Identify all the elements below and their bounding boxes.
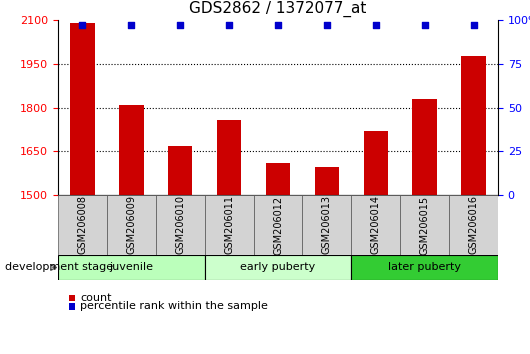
Point xyxy=(127,22,136,28)
Bar xyxy=(303,195,351,255)
Text: GSM206015: GSM206015 xyxy=(420,195,430,255)
Bar xyxy=(58,195,107,255)
Point xyxy=(420,22,429,28)
Point xyxy=(274,22,282,28)
Point xyxy=(176,22,184,28)
Bar xyxy=(364,131,388,195)
Text: development stage: development stage xyxy=(5,263,113,273)
Text: count: count xyxy=(80,293,112,303)
Bar xyxy=(266,163,290,195)
Text: GSM206008: GSM206008 xyxy=(77,195,87,255)
Bar xyxy=(205,195,253,255)
Bar xyxy=(461,56,486,195)
Text: early puberty: early puberty xyxy=(241,263,316,273)
Text: juvenile: juvenile xyxy=(109,263,153,273)
Text: GSM206010: GSM206010 xyxy=(175,195,185,255)
Bar xyxy=(315,167,339,195)
Bar xyxy=(351,195,400,255)
Point xyxy=(372,22,380,28)
Bar xyxy=(205,255,351,280)
Point xyxy=(470,22,478,28)
Bar xyxy=(119,104,144,195)
Text: GSM206013: GSM206013 xyxy=(322,195,332,255)
Text: GSM206009: GSM206009 xyxy=(126,195,136,255)
Point xyxy=(78,22,87,28)
Bar xyxy=(156,195,205,255)
Bar xyxy=(351,255,498,280)
Text: percentile rank within the sample: percentile rank within the sample xyxy=(80,302,268,312)
Point xyxy=(323,22,331,28)
Text: GSM206011: GSM206011 xyxy=(224,195,234,255)
Bar xyxy=(253,195,303,255)
Bar xyxy=(217,120,241,195)
Bar xyxy=(70,23,95,195)
Bar xyxy=(168,146,192,195)
Bar xyxy=(400,195,449,255)
Text: GSM206014: GSM206014 xyxy=(371,195,381,255)
Text: GSM206012: GSM206012 xyxy=(273,195,283,255)
Bar xyxy=(107,195,156,255)
Bar xyxy=(449,195,498,255)
Text: later puberty: later puberty xyxy=(388,263,461,273)
Bar xyxy=(58,255,205,280)
Text: GSM206016: GSM206016 xyxy=(469,195,479,255)
Point xyxy=(225,22,233,28)
Title: GDS2862 / 1372077_at: GDS2862 / 1372077_at xyxy=(189,1,367,17)
Bar xyxy=(412,99,437,195)
